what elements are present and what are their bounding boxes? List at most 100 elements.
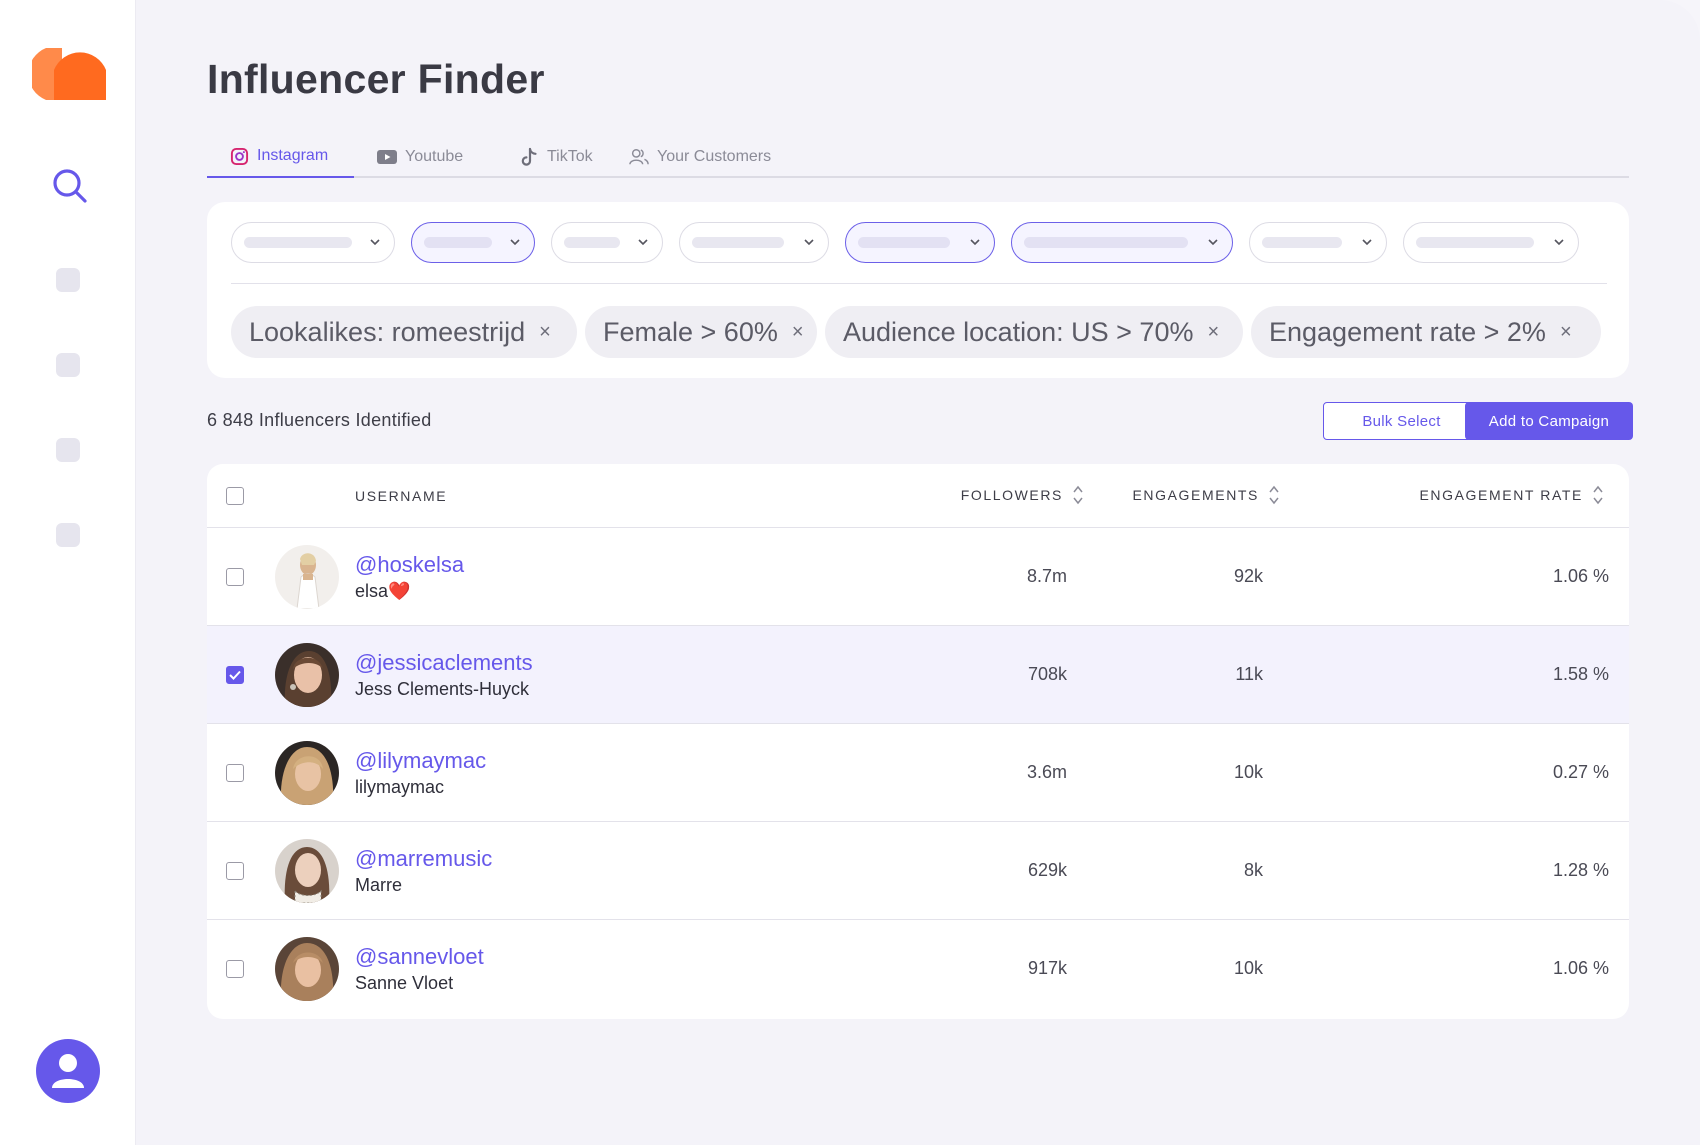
select-all-checkbox[interactable]	[226, 487, 244, 505]
filter-dropdown-1[interactable]	[231, 222, 395, 263]
user-icon[interactable]	[36, 1039, 100, 1103]
filter-dropdown-8[interactable]	[1403, 222, 1579, 263]
placeholder-bar	[1416, 237, 1534, 248]
row-checkbox[interactable]	[226, 960, 244, 978]
avatar	[275, 937, 339, 1001]
filter-dropdown-3[interactable]	[551, 222, 663, 263]
logo-icon[interactable]	[28, 42, 106, 100]
check-icon	[229, 670, 241, 680]
engagements-value: 10k	[1233, 762, 1263, 782]
column-engagements[interactable]: ENGAGEMENTS	[1132, 484, 1281, 506]
engagements-value: 92k	[1233, 566, 1263, 586]
divider	[231, 283, 1607, 284]
column-label: USERNAME	[355, 488, 448, 504]
chevron-down-icon	[638, 239, 648, 246]
tab-label: TikTok	[547, 148, 593, 165]
engagement-rate-value: 1.06 %	[1552, 958, 1609, 978]
table-row[interactable]: @jessicaclements Jess Clements-Huyck 708…	[207, 626, 1629, 724]
column-label: FOLLOWERS	[960, 487, 1063, 503]
tiktok-icon	[519, 147, 539, 167]
table-row[interactable]: @sannevloet Sanne Vloet 917k 10k 1.06 %	[207, 920, 1629, 1018]
table-row[interactable]: @lilymaymac lilymaymac 3.6m 10k 0.27 %	[207, 724, 1629, 822]
sidebar	[0, 0, 136, 1145]
placeholder-bar	[1262, 237, 1342, 248]
row-checkbox[interactable]	[226, 862, 244, 880]
placeholder-bar	[424, 237, 492, 248]
column-label: ENGAGEMENT RATE	[1419, 487, 1583, 503]
engagement-rate-value: 1.58 %	[1552, 664, 1609, 684]
filter-dropdown-4[interactable]	[679, 222, 829, 263]
placeholder-bar	[858, 237, 950, 248]
placeholder-bar	[1024, 237, 1188, 248]
column-engagement-rate[interactable]: ENGAGEMENT RATE	[1419, 484, 1605, 506]
chevron-down-icon	[510, 239, 520, 246]
chevron-down-icon	[1362, 239, 1372, 246]
sort-icon[interactable]	[1071, 484, 1085, 506]
table-row[interactable]: @hoskelsa elsa❤️ 8.7m 92k 1.06 %	[207, 528, 1629, 626]
row-checkbox[interactable]	[226, 568, 244, 586]
instagram-icon	[229, 146, 249, 166]
filter-dropdown-2[interactable]	[411, 222, 535, 263]
filter-dropdown-7[interactable]	[1249, 222, 1387, 263]
chevron-down-icon	[1208, 239, 1218, 246]
chevron-down-icon	[1554, 239, 1564, 246]
close-icon[interactable]: ×	[1207, 320, 1220, 343]
column-followers[interactable]: FOLLOWERS	[961, 484, 1085, 506]
close-icon[interactable]: ×	[791, 320, 804, 343]
row-checkbox[interactable]	[226, 666, 244, 684]
avatar	[275, 643, 339, 707]
row-checkbox[interactable]	[226, 764, 244, 782]
chip-label: Lookalikes: romeestrijd	[249, 316, 526, 347]
sort-icon[interactable]	[1591, 484, 1605, 506]
tab-tiktok[interactable]: TikTok	[497, 136, 615, 178]
engagements-value: 10k	[1233, 958, 1263, 978]
nav-item-3[interactable]	[56, 438, 80, 462]
username-link[interactable]: @sannevloet	[355, 944, 484, 969]
placeholder-bar	[244, 237, 352, 248]
followers-value: 629k	[1027, 860, 1067, 880]
filter-panel: Lookalikes: romeestrijd × Female > 60% ×…	[207, 202, 1629, 378]
engagement-rate-value: 1.28 %	[1552, 860, 1609, 880]
tab-bar: Instagram Youtube TikTok Your Customers	[207, 136, 1629, 178]
table-row[interactable]: @marremusic Marre 629k 8k 1.28 %	[207, 822, 1629, 920]
filter-dropdown-6[interactable]	[1011, 222, 1233, 263]
tab-your-customers[interactable]: Your Customers	[607, 136, 793, 178]
tab-youtube[interactable]: Youtube	[355, 136, 485, 178]
display-name: Marre	[355, 875, 403, 895]
filter-chip-location: Audience location: US > 70% ×	[825, 306, 1243, 358]
tab-instagram[interactable]: Instagram	[207, 136, 354, 178]
page-title: Influencer Finder	[207, 56, 545, 102]
filter-dropdown-5[interactable]	[845, 222, 995, 263]
tab-label: Your Customers	[657, 148, 772, 165]
placeholder-bar	[564, 237, 620, 248]
add-to-campaign-button[interactable]: Add to Campaign	[1465, 402, 1633, 440]
engagements-value: 8k	[1243, 860, 1263, 880]
chip-label: Female > 60%	[603, 316, 778, 347]
nav-item-1[interactable]	[56, 268, 80, 292]
filter-chip-lookalikes: Lookalikes: romeestrijd ×	[231, 306, 577, 358]
nav-item-2[interactable]	[56, 353, 80, 377]
youtube-icon	[377, 147, 397, 167]
bulk-select-button[interactable]: Bulk Select	[1323, 402, 1480, 440]
chevron-down-icon	[804, 239, 814, 246]
username-link[interactable]: @jessicaclements	[355, 650, 533, 675]
close-icon[interactable]: ×	[1559, 320, 1572, 343]
chevron-down-icon	[370, 239, 380, 246]
nav-item-4[interactable]	[56, 523, 80, 547]
sort-icon[interactable]	[1267, 484, 1281, 506]
column-label: ENGAGEMENTS	[1132, 487, 1259, 503]
avatar	[275, 545, 339, 609]
close-icon[interactable]: ×	[539, 320, 551, 343]
display-name: Sanne Vloet	[355, 973, 454, 993]
display-name: Jess Clements-Huyck	[355, 679, 530, 699]
username-link[interactable]: @marremusic	[355, 846, 493, 871]
engagement-rate-value: 0.27 %	[1552, 762, 1609, 782]
table-header: USERNAME FOLLOWERS ENGAGEMENTS ENGAGEMEN…	[207, 464, 1629, 528]
filter-chip-engagement: Engagement rate > 2% ×	[1251, 306, 1601, 358]
search-icon[interactable]	[50, 166, 90, 206]
username-link[interactable]: @lilymaymac	[355, 748, 487, 773]
results-count: 6 848 Influencers Identified	[207, 410, 432, 430]
engagement-rate-value: 1.06 %	[1552, 566, 1609, 586]
username-link[interactable]: @hoskelsa	[355, 552, 465, 577]
